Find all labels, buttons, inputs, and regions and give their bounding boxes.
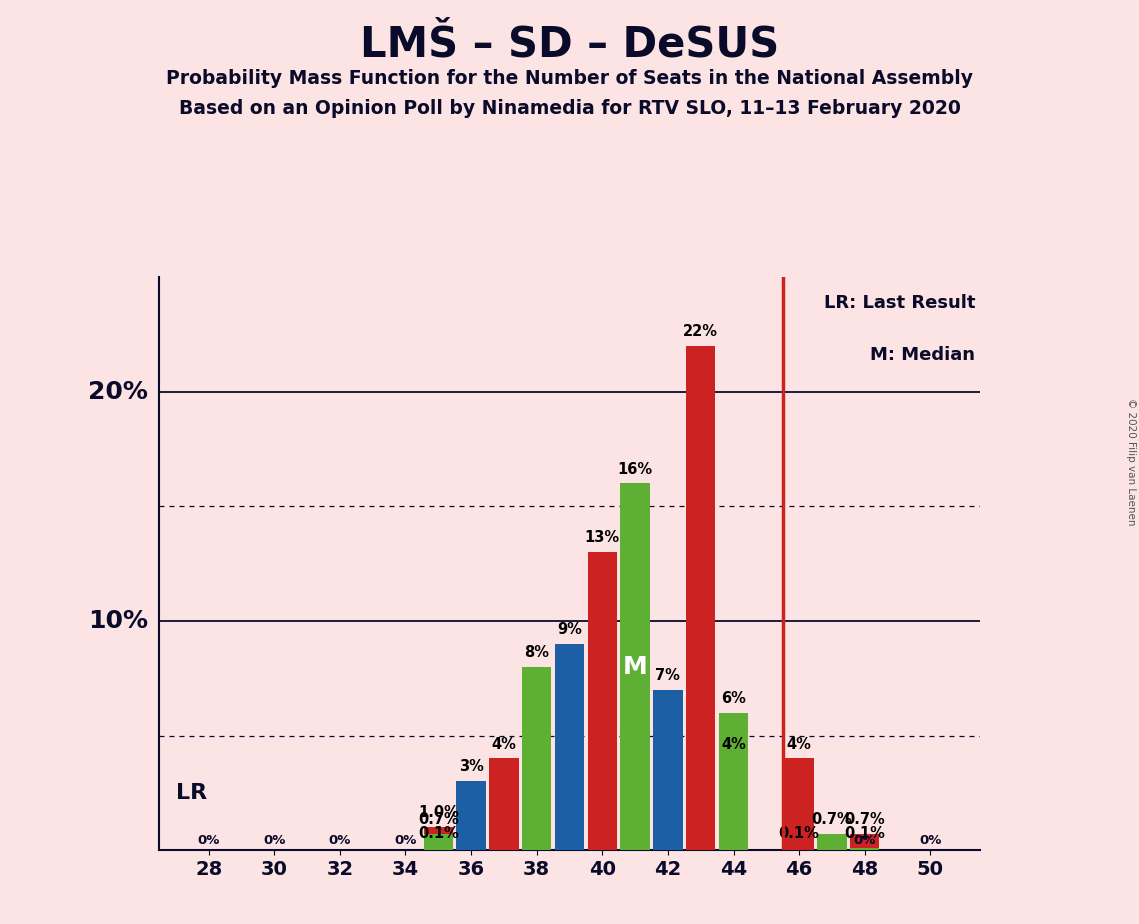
Text: 13%: 13% bbox=[584, 530, 620, 545]
Text: 1.0%: 1.0% bbox=[418, 806, 459, 821]
Text: LR: Last Result: LR: Last Result bbox=[823, 295, 975, 312]
Text: 3%: 3% bbox=[459, 760, 484, 774]
Text: M: Median: M: Median bbox=[870, 346, 975, 364]
Text: LMŠ – SD – DeSUS: LMŠ – SD – DeSUS bbox=[360, 23, 779, 65]
Bar bbox=[424, 827, 453, 850]
Text: 16%: 16% bbox=[617, 462, 653, 477]
Text: 0%: 0% bbox=[853, 833, 876, 846]
Text: 0.7%: 0.7% bbox=[812, 812, 852, 827]
Text: 0.1%: 0.1% bbox=[779, 826, 820, 841]
Bar bbox=[785, 848, 814, 850]
Bar bbox=[686, 346, 715, 850]
Bar bbox=[424, 834, 453, 850]
Text: 22%: 22% bbox=[683, 324, 719, 339]
Text: 0.1%: 0.1% bbox=[844, 826, 885, 841]
Bar bbox=[555, 644, 584, 850]
Text: 7%: 7% bbox=[655, 668, 680, 683]
Bar bbox=[522, 667, 551, 850]
Text: 0%: 0% bbox=[263, 833, 286, 846]
Bar bbox=[817, 834, 846, 850]
Text: 0.7%: 0.7% bbox=[418, 812, 459, 827]
Text: © 2020 Filip van Laenen: © 2020 Filip van Laenen bbox=[1126, 398, 1136, 526]
Text: 0%: 0% bbox=[919, 833, 942, 846]
Text: 20%: 20% bbox=[88, 380, 148, 404]
Text: Based on an Opinion Poll by Ninamedia for RTV SLO, 11–13 February 2020: Based on an Opinion Poll by Ninamedia fo… bbox=[179, 99, 960, 118]
Bar bbox=[588, 553, 617, 850]
Text: 6%: 6% bbox=[721, 691, 746, 706]
Text: 10%: 10% bbox=[88, 609, 148, 633]
Text: 4%: 4% bbox=[491, 736, 516, 751]
Text: 4%: 4% bbox=[787, 736, 812, 751]
Bar bbox=[719, 759, 748, 850]
Bar bbox=[457, 782, 486, 850]
Bar bbox=[653, 689, 682, 850]
Bar bbox=[850, 848, 879, 850]
Bar bbox=[850, 834, 879, 850]
Bar bbox=[719, 712, 748, 850]
Bar bbox=[621, 483, 650, 850]
Text: 0%: 0% bbox=[329, 833, 351, 846]
Bar bbox=[424, 848, 453, 850]
Text: 0.7%: 0.7% bbox=[844, 812, 885, 827]
Text: 9%: 9% bbox=[557, 622, 582, 637]
Text: 0.1%: 0.1% bbox=[418, 826, 459, 841]
Bar bbox=[785, 759, 814, 850]
Text: Probability Mass Function for the Number of Seats in the National Assembly: Probability Mass Function for the Number… bbox=[166, 69, 973, 89]
Text: M: M bbox=[623, 655, 647, 679]
Text: 4%: 4% bbox=[721, 736, 746, 751]
Text: 8%: 8% bbox=[524, 645, 549, 660]
Text: 0%: 0% bbox=[394, 833, 417, 846]
Text: LR: LR bbox=[175, 783, 207, 803]
Text: 0%: 0% bbox=[197, 833, 220, 846]
Bar bbox=[489, 759, 518, 850]
